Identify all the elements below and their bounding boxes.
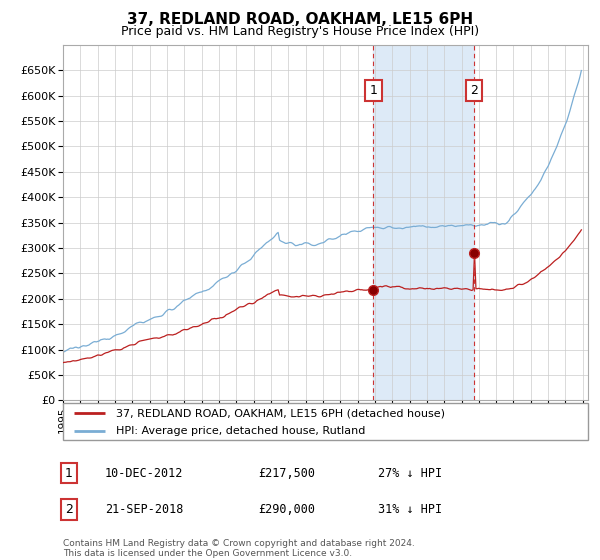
Bar <box>373 45 474 400</box>
Text: 21-SEP-2018: 21-SEP-2018 <box>105 503 184 516</box>
FancyBboxPatch shape <box>63 403 588 440</box>
Text: HPI: Average price, detached house, Rutland: HPI: Average price, detached house, Rutl… <box>115 426 365 436</box>
Text: Price paid vs. HM Land Registry's House Price Index (HPI): Price paid vs. HM Land Registry's House … <box>121 25 479 38</box>
Text: Contains HM Land Registry data © Crown copyright and database right 2024.
This d: Contains HM Land Registry data © Crown c… <box>63 539 415 558</box>
Text: 27% ↓ HPI: 27% ↓ HPI <box>378 466 442 480</box>
Text: 31% ↓ HPI: 31% ↓ HPI <box>378 503 442 516</box>
Text: 2: 2 <box>470 84 478 97</box>
Text: 2: 2 <box>65 503 73 516</box>
Text: £290,000: £290,000 <box>258 503 315 516</box>
Text: 1: 1 <box>370 84 377 97</box>
Text: 37, REDLAND ROAD, OAKHAM, LE15 6PH: 37, REDLAND ROAD, OAKHAM, LE15 6PH <box>127 12 473 27</box>
Text: 10-DEC-2012: 10-DEC-2012 <box>105 466 184 480</box>
Text: 1: 1 <box>65 466 73 480</box>
Text: £217,500: £217,500 <box>258 466 315 480</box>
Text: 37, REDLAND ROAD, OAKHAM, LE15 6PH (detached house): 37, REDLAND ROAD, OAKHAM, LE15 6PH (deta… <box>115 408 445 418</box>
